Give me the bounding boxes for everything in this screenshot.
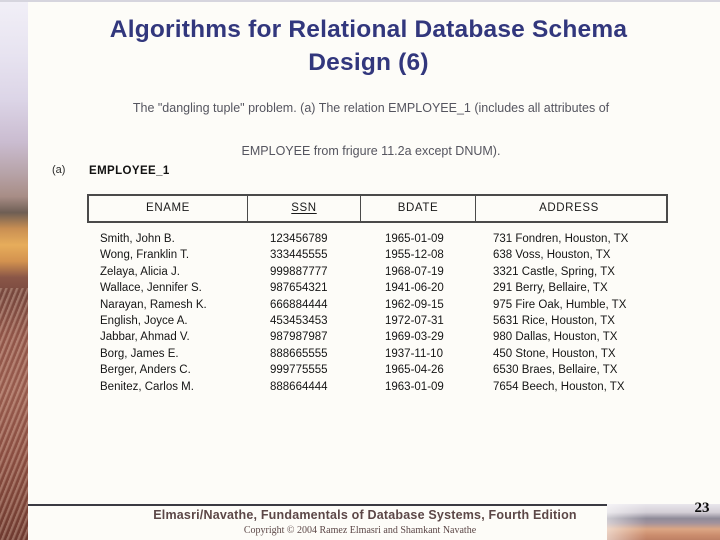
table-row: Berger, Anders C. 999775555 1965-04-26 6530… xyxy=(87,364,687,380)
key-attribute-label: SSN xyxy=(291,202,317,214)
footer-book-title: Elmasri/Navathe, Fundamentals of Databas… xyxy=(153,508,577,522)
table-cell: 975 Fire Oak, Humble, TX xyxy=(493,298,627,311)
table-row: Zelaya, Alicia J. 999887777 1968-07-19 3321… xyxy=(87,266,687,282)
table-row: Borg, James E. 888665555 1937-11-10 450 Sto… xyxy=(87,348,687,364)
table-cell: Wong, Franklin T. xyxy=(100,249,190,262)
table-cell: 1965-04-26 xyxy=(385,364,444,377)
table-cell: English, Joyce A. xyxy=(100,314,188,327)
caption-line-1: The "dangling tuple" problem. (a) The re… xyxy=(132,101,610,115)
desert-strip-image xyxy=(0,2,28,540)
table-cell: 1937-11-10 xyxy=(385,347,443,360)
title-line-2: Design (6) xyxy=(308,49,429,76)
page-number: 23 xyxy=(694,500,710,516)
sunset-corner-image xyxy=(607,504,720,540)
column-header-ssn: SSN xyxy=(248,196,361,221)
column-header-address: ADDRESS xyxy=(539,202,599,214)
table-cell: 333445555 xyxy=(270,249,328,262)
table-cell: 450 Stone, Houston, TX xyxy=(493,347,616,360)
table-header: ENAME SSN BDATE ADDRESS xyxy=(87,194,668,223)
table-cell: Smith, John B. xyxy=(100,233,175,245)
table-row: Wallace, Jennifer S. 987654321 1941-06-20 2… xyxy=(87,282,687,298)
table-cell: 1969-03-29 xyxy=(385,331,444,344)
table-cell: 980 Dallas, Houston, TX xyxy=(493,331,618,344)
caption-line-2: EMPLOYEE from frigure 11.2a except DNUM)… xyxy=(241,144,501,158)
column-header-bdate: BDATE xyxy=(361,196,476,221)
table-cell: Borg, James E. xyxy=(100,347,179,360)
table-cell: 5631 Rice, Houston, TX xyxy=(493,314,615,327)
table-cell: 123456789 xyxy=(270,233,328,245)
table-cell: 638 Voss, Houston, TX xyxy=(493,249,611,262)
table-row: English, Joyce A. 453453453 1972-07-31 5631… xyxy=(87,315,687,331)
table-cell: 3321 Castle, Spring, TX xyxy=(493,265,615,278)
page-title: Algorithms for Relational Database Schem… xyxy=(45,13,692,79)
relation-name: EMPLOYEE_1 xyxy=(89,165,170,177)
table-row: Smith, John B. 123456789 1965-01-09 731 Fon… xyxy=(87,233,687,249)
table-row: Narayan, Ramesh K. 666884444 1962-09-15 975… xyxy=(87,299,687,315)
table-cell: 888665555 xyxy=(270,347,328,360)
table-cell: 1963-01-09 xyxy=(385,380,444,393)
table-cell: 1962-09-15 xyxy=(385,298,444,311)
table-cell: 888664444 xyxy=(270,380,328,393)
table-cell: 453453453 xyxy=(270,314,328,327)
desert-strip-ripples xyxy=(0,288,28,540)
table-cell: Berger, Anders C. xyxy=(100,364,191,377)
table-cell: Benitez, Carlos M. xyxy=(100,380,194,393)
table-cell: 1955-12-08 xyxy=(385,249,444,262)
table-cell: 291 Berry, Bellaire, TX xyxy=(493,282,608,295)
table-cell: 987987987 xyxy=(270,331,328,344)
table-row: Wong, Franklin T. 333445555 1955-12-08 638 … xyxy=(87,249,687,265)
table-cell: 7654 Beech, Houston, TX xyxy=(493,380,625,393)
figure-label: (a) xyxy=(52,164,66,176)
footer-divider xyxy=(28,504,608,506)
table-body: Smith, John B. 123456789 1965-01-09 731 Fon… xyxy=(87,233,687,397)
table-cell: Wallace, Jennifer S. xyxy=(100,282,202,295)
table-row: Jabbar, Ahmad V. 987987987 1969-03-29 980 D… xyxy=(87,331,687,347)
table-cell: 666884444 xyxy=(270,298,328,311)
table-cell: 999775555 xyxy=(270,364,328,377)
table-cell: Jabbar, Ahmad V. xyxy=(100,331,190,344)
footer-copyright: Copyright © 2004 Ramez Elmasri and Shamk… xyxy=(243,525,477,536)
table-cell: 999887777 xyxy=(270,265,328,278)
table-cell: 1972-07-31 xyxy=(385,314,444,327)
table-cell: 1965-01-09 xyxy=(385,233,444,245)
table-cell: Zelaya, Alicia J. xyxy=(100,265,180,278)
table-cell: Narayan, Ramesh K. xyxy=(100,298,207,311)
table-cell: 6530 Braes, Bellaire, TX xyxy=(493,364,618,377)
table-cell: 731 Fondren, Houston, TX xyxy=(493,233,629,245)
table-cell: 1968-07-19 xyxy=(385,265,444,278)
table-row: Benitez, Carlos M. 888664444 1963-01-09 765… xyxy=(87,381,687,397)
table-cell: 987654321 xyxy=(270,282,328,295)
title-line-1: Algorithms for Relational Database Schem… xyxy=(109,16,628,43)
table-cell: 1941-06-20 xyxy=(385,282,444,295)
column-header-ename: ENAME xyxy=(89,196,248,221)
